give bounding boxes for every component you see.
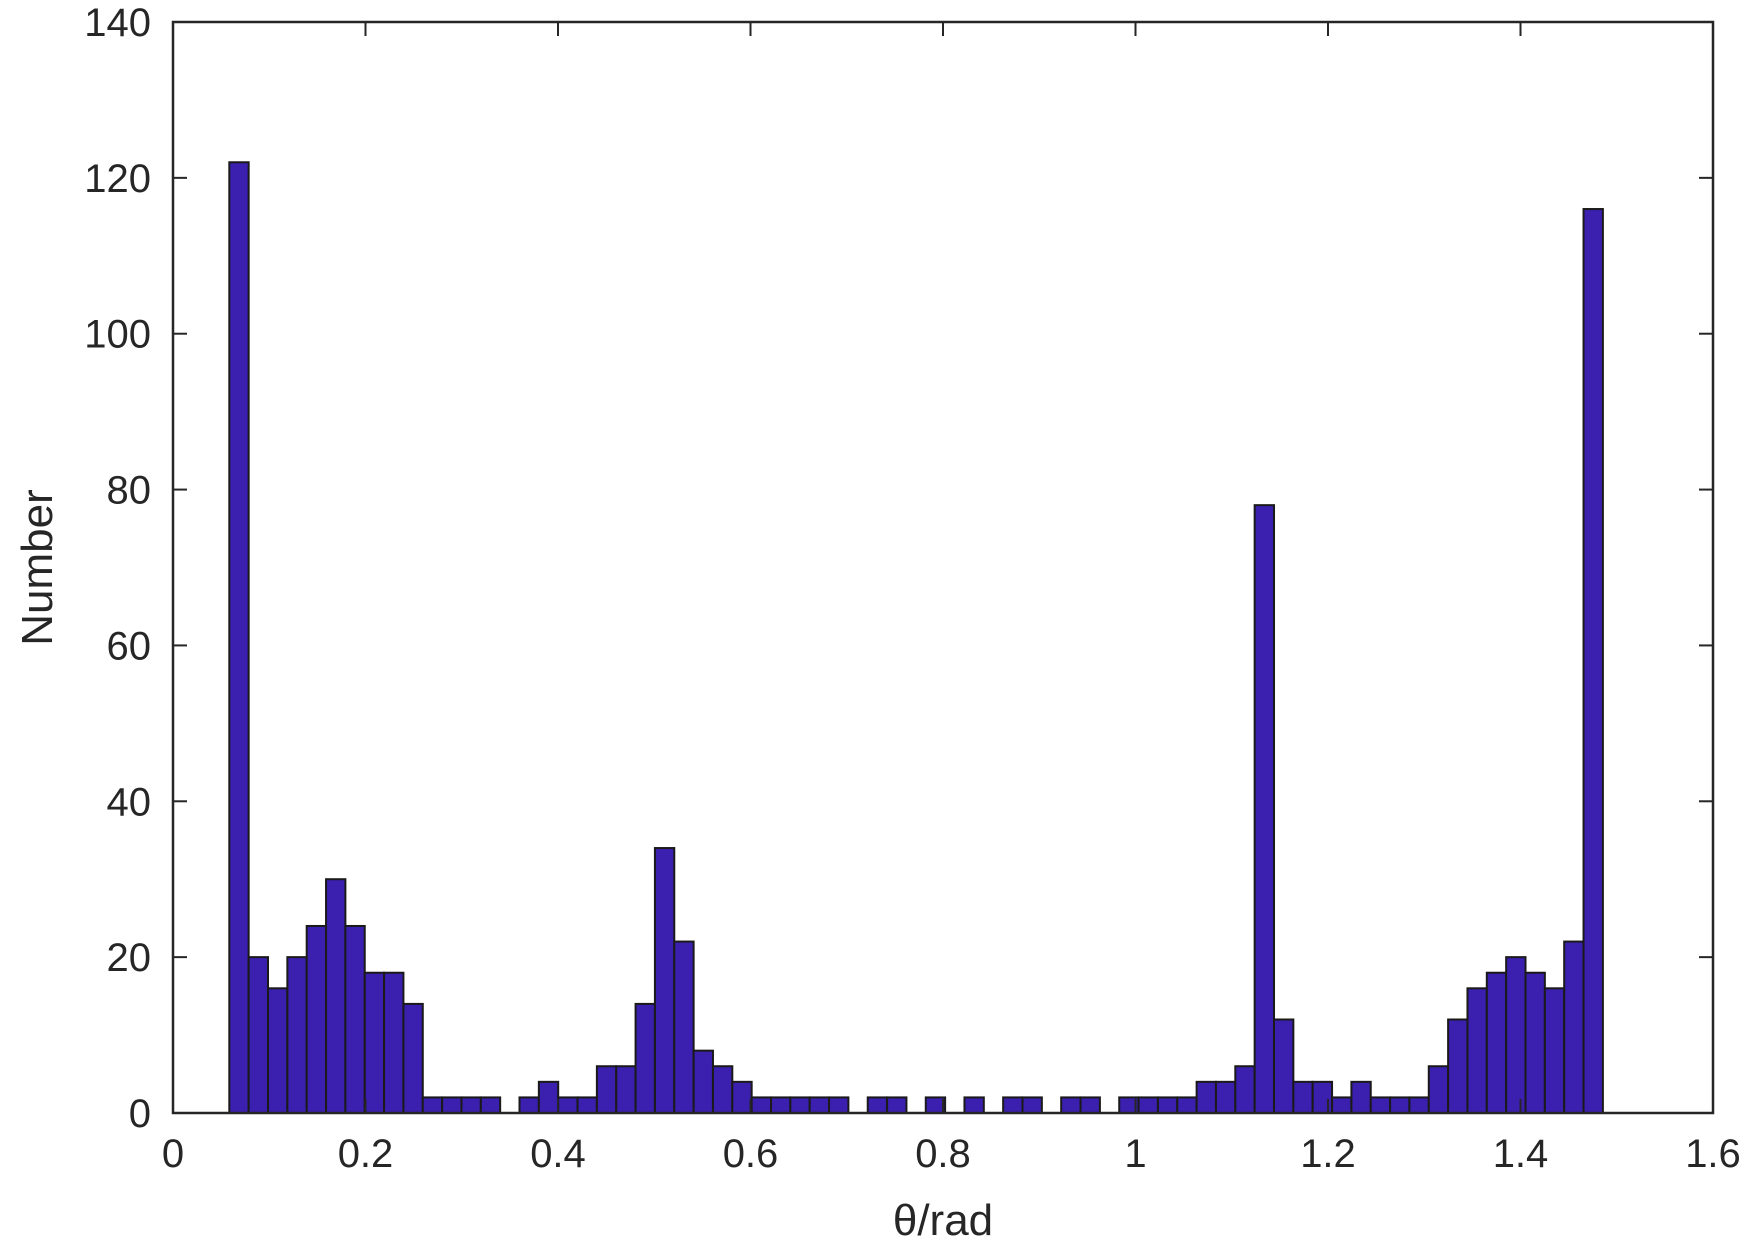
histogram-bar [537, 1080, 560, 1114]
histogram-bar [1234, 1065, 1256, 1114]
histogram-bar [1389, 1096, 1411, 1115]
histogram-bar [1350, 1080, 1372, 1114]
y-tick-label: 0 [129, 1092, 151, 1136]
y-tick-label: 20 [107, 936, 152, 980]
y-tick-label: 120 [84, 157, 151, 201]
histogram-bar [1060, 1096, 1082, 1115]
histogram-bar [595, 1065, 618, 1114]
histogram-bar [1485, 971, 1508, 1114]
histogram-bar [750, 1096, 773, 1115]
histogram-bar [479, 1096, 502, 1115]
histogram-bar [460, 1096, 482, 1115]
histogram-bar [1273, 1018, 1295, 1114]
histogram-bar [441, 1096, 463, 1115]
y-axis-ticks: 0 20 40 60 80 100 120 140 [84, 1, 1713, 1136]
x-tick-label: 0.4 [530, 1132, 586, 1176]
histogram-bar [692, 1049, 714, 1115]
histogram-bar [770, 1096, 792, 1115]
y-tick-label: 60 [107, 624, 152, 668]
x-tick-label: 0 [162, 1132, 184, 1176]
y-tick-label: 100 [84, 313, 151, 357]
histogram-bar [1543, 987, 1566, 1114]
histogram-bar [1253, 504, 1276, 1115]
histogram-bar [557, 1096, 579, 1115]
histogram-bar [1195, 1080, 1217, 1114]
histogram-bar [402, 1002, 424, 1115]
histogram-bar [1292, 1080, 1314, 1114]
histogram-bar [267, 987, 289, 1114]
histogram-bar [1466, 987, 1488, 1114]
histogram-bar [653, 847, 676, 1114]
histogram-bar [711, 1065, 734, 1114]
histogram-bar [886, 1096, 908, 1115]
histogram-bar [789, 1096, 811, 1115]
histogram-bar [576, 1096, 598, 1115]
histogram-bar [325, 878, 347, 1115]
histogram-bar [1156, 1096, 1179, 1115]
histogram-bar [518, 1096, 540, 1115]
histogram-bar [1524, 971, 1546, 1114]
histogram-bar [1021, 1096, 1043, 1115]
histogram-bar [1369, 1096, 1392, 1115]
y-tick-label: 40 [107, 780, 152, 824]
histogram-bar [286, 956, 308, 1115]
histogram-bar [1331, 1096, 1353, 1115]
x-tick-label: 1.6 [1685, 1132, 1741, 1176]
histogram-bar [1002, 1096, 1024, 1115]
histogram-bar [1311, 1080, 1334, 1114]
histogram-bar [1447, 1018, 1469, 1114]
x-tick-label: 0.2 [338, 1132, 394, 1176]
histogram-bar [363, 971, 386, 1114]
histogram-bar [1137, 1096, 1159, 1115]
y-axis-label: Number [13, 489, 62, 646]
x-axis-ticks: 0 0.2 0.4 0.6 0.8 1 1.2 1.4 1.6 [162, 22, 1741, 1176]
histogram-bar [1427, 1065, 1450, 1114]
x-axis-label: θ/rad [893, 1196, 993, 1245]
y-tick-label: 80 [107, 469, 152, 513]
histogram-bar [305, 924, 328, 1114]
histogram-bar [1408, 1096, 1430, 1115]
histogram-bar [344, 924, 366, 1114]
histogram-bar [247, 956, 269, 1115]
histogram-bar [828, 1096, 850, 1115]
x-tick-label: 1 [1124, 1132, 1146, 1176]
plot-area-frame [171, 20, 1715, 1115]
histogram-bar [1176, 1096, 1198, 1115]
histogram-bar [731, 1080, 753, 1114]
histogram-bar [615, 1065, 637, 1114]
histogram-bar [634, 1002, 656, 1115]
histogram-bar [673, 940, 695, 1114]
histogram-bar [1505, 956, 1527, 1115]
x-tick-label: 1.4 [1493, 1132, 1549, 1176]
histogram-bar [1079, 1096, 1101, 1115]
x-tick-label: 1.2 [1300, 1132, 1356, 1176]
histogram-bar [866, 1096, 889, 1115]
histogram-bar [383, 971, 405, 1114]
histogram-bar [1563, 940, 1585, 1114]
x-tick-label: 0.8 [915, 1132, 971, 1176]
y-tick-label: 140 [84, 1, 151, 45]
histogram-bar [1582, 208, 1604, 1114]
histogram-bar [963, 1096, 985, 1115]
histogram-bar [808, 1096, 831, 1115]
histogram-bar [228, 161, 250, 1114]
x-tick-label: 0.6 [723, 1132, 779, 1176]
histogram-bar [1214, 1080, 1237, 1114]
histogram-bar [421, 1096, 444, 1115]
